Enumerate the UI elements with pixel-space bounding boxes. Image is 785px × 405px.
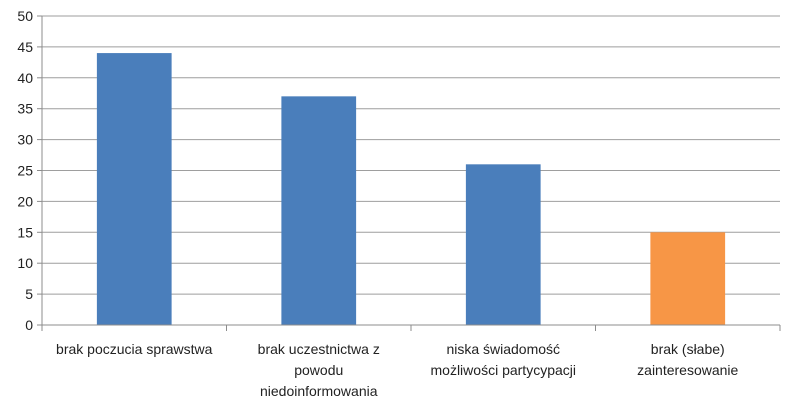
x-tick-label-line: powodu: [294, 362, 343, 378]
y-tick-label: 20: [17, 193, 33, 209]
x-tick-label-line: niska świadomość: [446, 341, 560, 357]
bar-3: [465, 164, 541, 325]
y-tick-label: 5: [25, 286, 33, 302]
y-tick-label: 50: [17, 8, 33, 24]
x-tick-label: niska świadomość możliwości partycypacji: [431, 341, 576, 378]
x-tick-label: brak poczucia sprawstwa: [56, 341, 213, 357]
x-tick-label-line: brak (słabe): [651, 341, 725, 357]
x-tick-label: brak uczestnictwa z powodu niedoinformowan…: [258, 341, 380, 399]
x-tick-label-line: zainteresowanie: [637, 362, 738, 378]
tick-labels: 0 5 10 15 20 25 30 35 40 45 50 brak poczucia spraws…: [17, 8, 738, 399]
x-tick-label-line: niedoinformowania: [260, 383, 378, 399]
y-tick-label: 35: [17, 101, 33, 117]
axes: [37, 15, 781, 331]
x-tick-label-line: brak poczucia sprawstwa: [56, 341, 213, 357]
x-tick-label-line: możliwości partycypacji: [431, 362, 576, 378]
x-tick-label-line: brak uczestnictwa z: [258, 341, 380, 357]
bar-1: [96, 53, 172, 326]
y-tick-label: 45: [17, 39, 33, 55]
y-tick-label: 25: [17, 163, 33, 179]
y-tick-label: 40: [17, 70, 33, 86]
y-tick-label: 0: [25, 317, 33, 333]
bar-2: [281, 96, 357, 325]
y-tick-label: 30: [17, 132, 33, 148]
bar-4: [650, 232, 726, 325]
y-tick-label: 15: [17, 224, 33, 240]
x-tick-label: brak (słabe) zainteresowanie: [637, 341, 738, 378]
bars: [96, 53, 726, 326]
y-tick-label: 10: [17, 255, 33, 271]
